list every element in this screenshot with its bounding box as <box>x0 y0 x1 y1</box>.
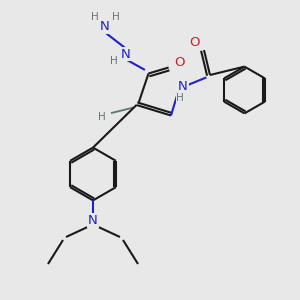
Text: H: H <box>98 112 106 122</box>
Text: N: N <box>100 20 110 34</box>
Text: N: N <box>121 47 131 61</box>
Text: N: N <box>178 80 188 94</box>
Text: H: H <box>112 12 119 22</box>
Text: H: H <box>110 56 117 66</box>
Text: N: N <box>88 214 98 227</box>
Text: O: O <box>190 36 200 50</box>
Text: H: H <box>91 12 98 22</box>
Text: O: O <box>174 56 184 69</box>
Text: H: H <box>176 93 184 103</box>
